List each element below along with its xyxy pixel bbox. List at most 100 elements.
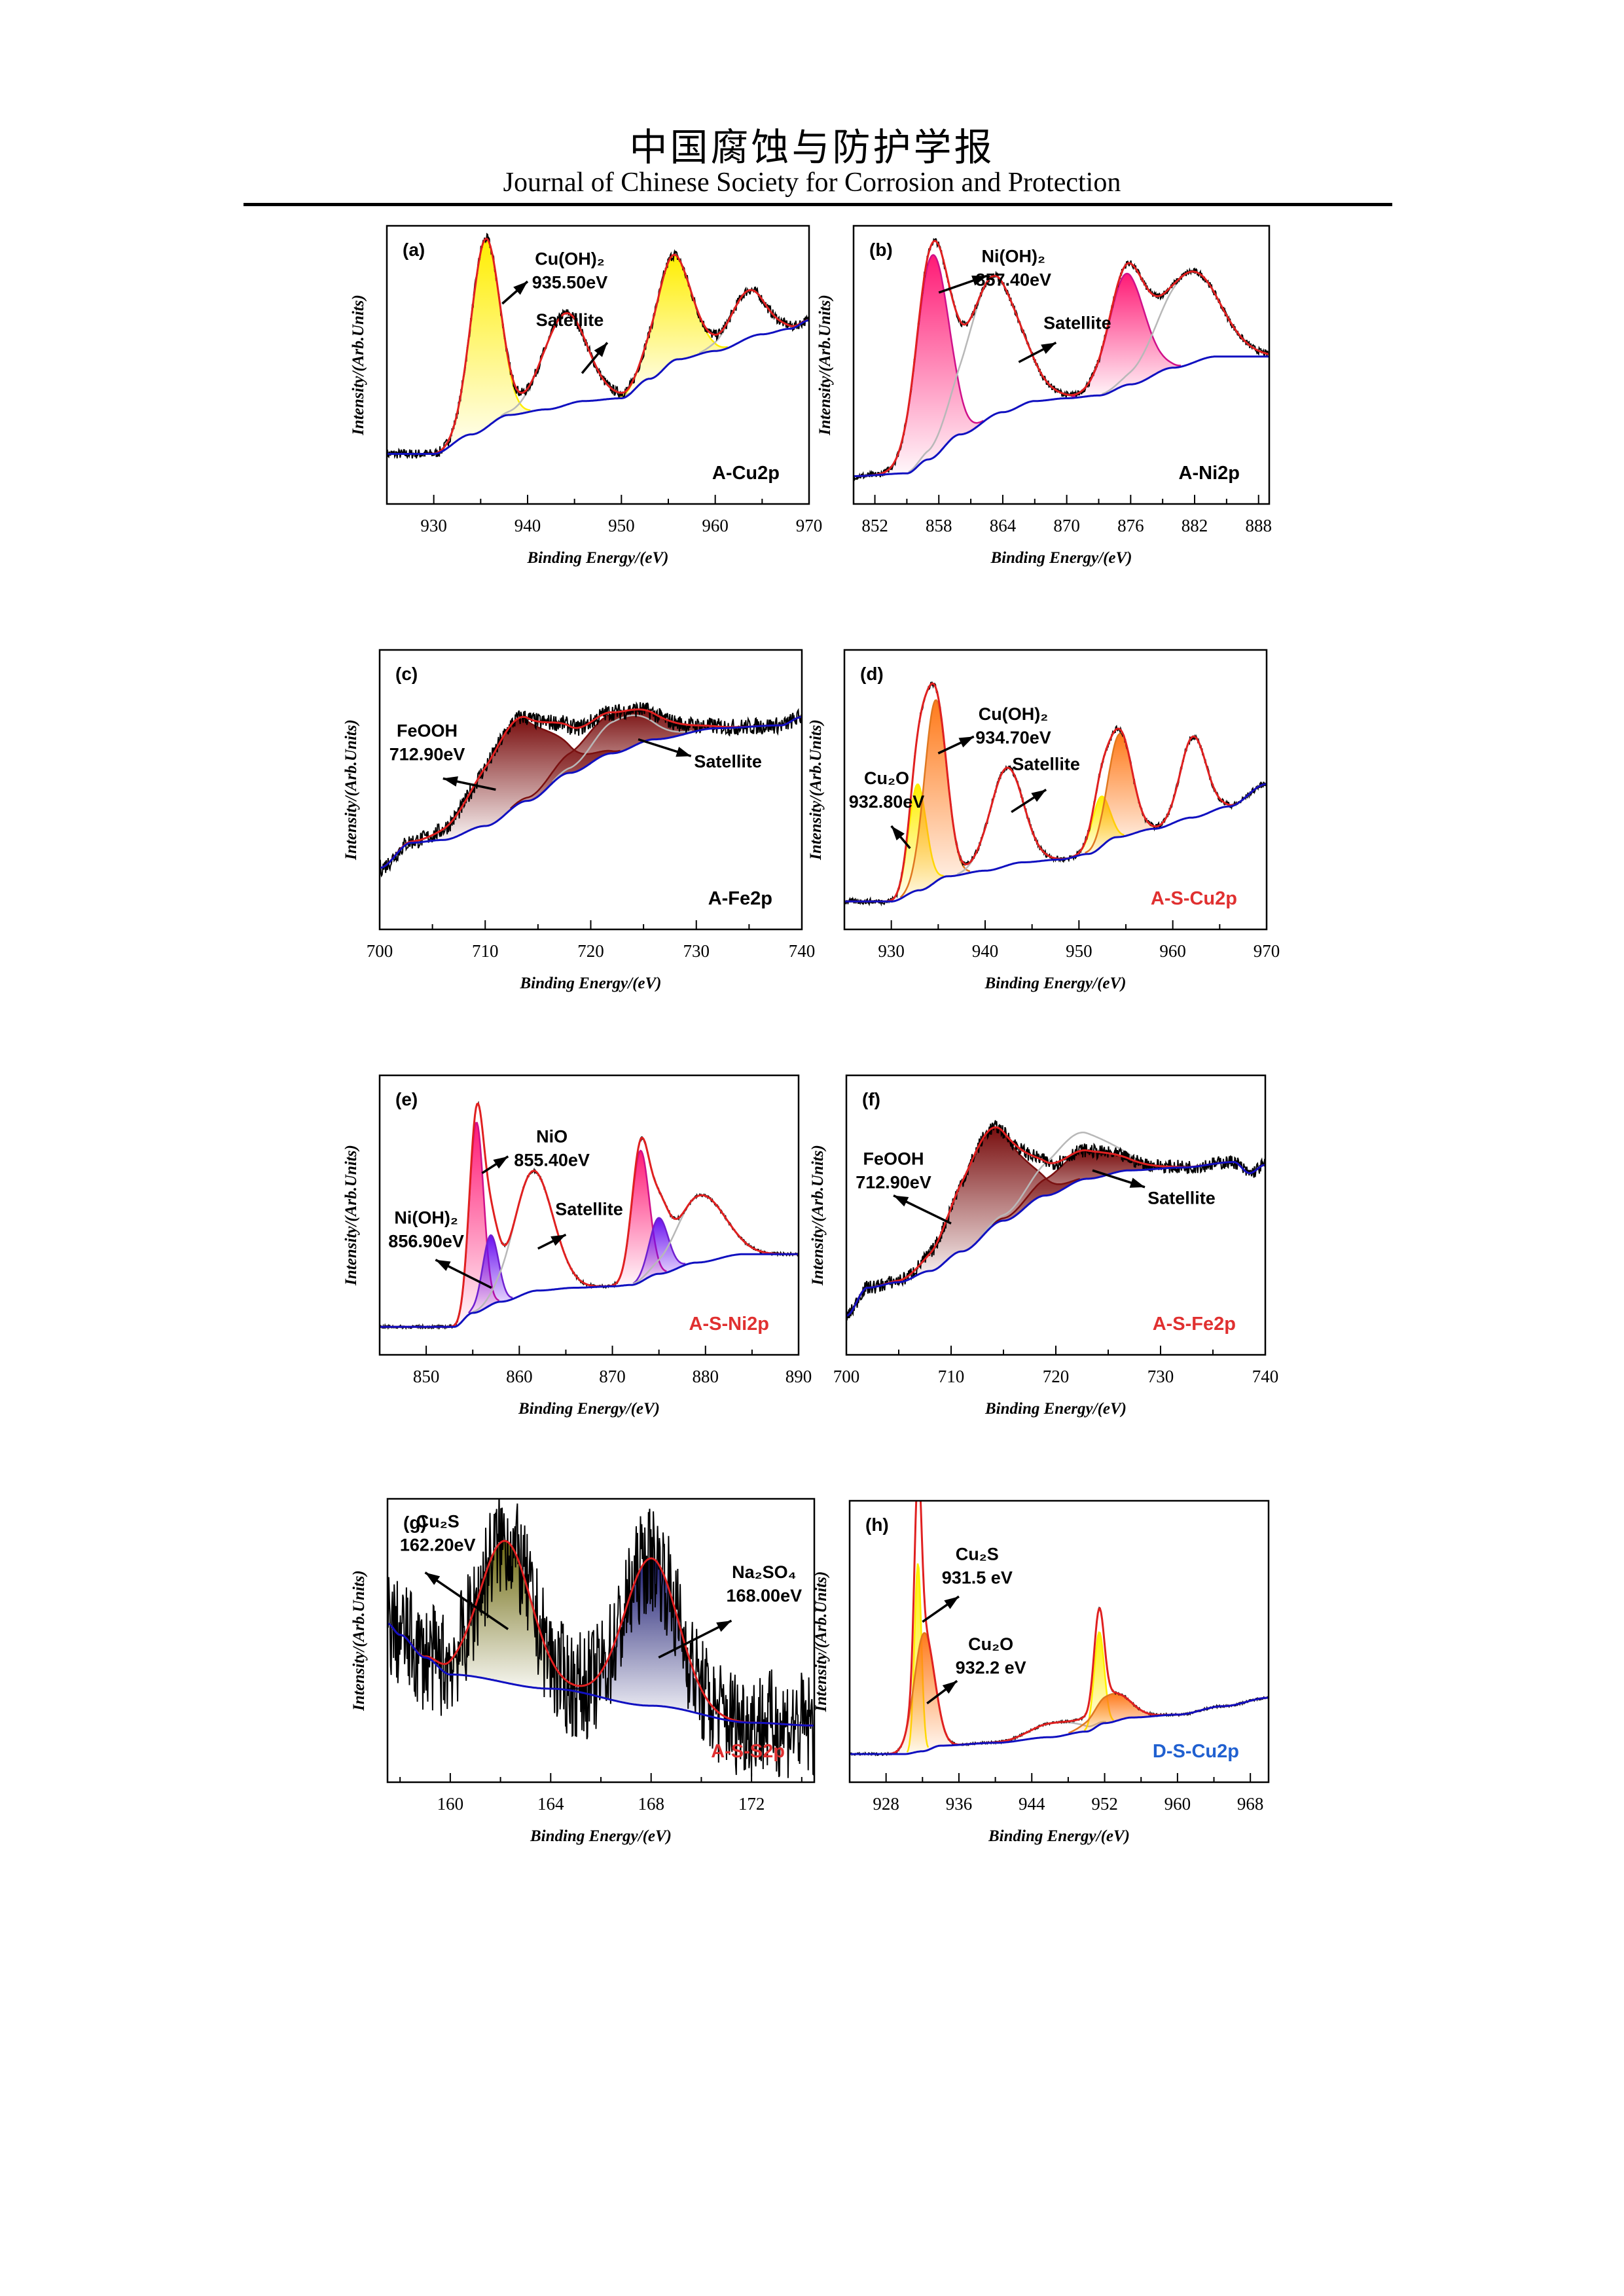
x-tick-label: 928 [873, 1794, 899, 1814]
x-tick-label: 850 [413, 1367, 440, 1386]
plot-area [388, 1499, 814, 1778]
arrow-head-icon [594, 342, 607, 357]
plot-frame [386, 224, 810, 505]
peak-annotation: Satellite [638, 738, 762, 771]
x-tick-label: 160 [437, 1794, 464, 1814]
annotation-text: NiO [536, 1126, 568, 1146]
x-tick-label: 870 [599, 1367, 626, 1386]
peak-annotation: NiO 855.40eV [481, 1126, 590, 1174]
x-tick-label: 740 [1252, 1367, 1279, 1386]
x-axis-title: Binding Energy/(eV) [530, 1827, 672, 1845]
peak-annotation: Cu(OH)₂ 935.50eV [501, 249, 608, 305]
x-tick-label: 720 [1043, 1367, 1070, 1386]
peak-annotation: FeOOH 712.90eV [856, 1149, 952, 1225]
y-axis-title: Intensity/(Arb.Units) [816, 295, 834, 436]
y-axis-title: Intensity/(Arb.Units) [809, 1145, 827, 1286]
panel-letter: (c) [395, 664, 418, 684]
x-tick-label: 700 [367, 941, 393, 961]
x-tick-label: 740 [789, 941, 816, 961]
peak-annotation: Satellite [1011, 755, 1080, 814]
annotation-text: 932.2 eV [956, 1658, 1026, 1677]
peak-annotation: Cu₂O 932.2 eV [926, 1634, 1026, 1705]
panel-e: 850 860 870 880 890 Binding Energy/(eV) Intens… [342, 1074, 812, 1418]
background-line [388, 1623, 814, 1727]
plot-frame [378, 649, 803, 931]
x-tick-label: 952 [1091, 1794, 1118, 1814]
x-tick-label: 864 [990, 516, 1017, 535]
annotation-text: Cu₂S [956, 1544, 999, 1564]
arrow-head-icon [944, 1596, 959, 1609]
x-tick-label: 858 [926, 516, 952, 535]
annotation-text: 857.40eV [975, 270, 1051, 289]
arrow-head-icon [513, 281, 528, 295]
x-tick-label: 960 [1164, 1794, 1191, 1814]
arrow-head-icon [716, 1621, 732, 1632]
sample-label: A-S-Ni2p [689, 1314, 769, 1335]
arrow-head-icon [442, 776, 458, 787]
x-tick-label: 880 [693, 1367, 719, 1386]
x-tick-label: 710 [938, 1367, 965, 1386]
sample-label: D-S-Cu2p [1153, 1741, 1239, 1762]
panel-letter: (a) [403, 240, 425, 260]
annotation-text: Cu₂S [416, 1511, 460, 1531]
peak-fill [895, 1128, 1080, 1283]
panel-g: 160 164 168 172 Binding Energy/(eV) Intensity… [350, 1498, 816, 1845]
peak-annotation: Cu₂S 931.5 eV [922, 1544, 1013, 1623]
arrow-head-icon [893, 1195, 909, 1207]
y-axis-title: Intensity/(Arb.Units) [342, 1145, 360, 1286]
x-tick-label: 890 [785, 1367, 812, 1386]
x-tick-label: 730 [1147, 1367, 1174, 1386]
y-axis-title: Intensity/(Arb.Units) [812, 1571, 830, 1713]
x-tick-label: 970 [1254, 941, 1280, 961]
annotation-text: Satellite [694, 751, 762, 771]
arrow-head-icon [1129, 1177, 1145, 1188]
journal-title-cn: 中国腐蚀与防护学报 [629, 125, 995, 170]
arrow-head-icon [676, 746, 691, 757]
peak-fill [894, 1633, 954, 1754]
plot-area [850, 1501, 1269, 1757]
peak-annotation: Satellite [537, 1200, 623, 1250]
annotation-text: Satellite [536, 310, 604, 330]
annotation-text: 931.5 eV [942, 1568, 1013, 1587]
journal-title-en: Journal of Chinese Society for Corrosion… [503, 168, 1121, 198]
arrow-head-icon [958, 736, 974, 747]
sample-label: A-S-Fe2p [1153, 1314, 1236, 1335]
panel-letter: (d) [860, 664, 884, 684]
x-tick-label: 950 [608, 516, 635, 535]
arrow-head-icon [1031, 789, 1047, 802]
plot-area [380, 701, 802, 878]
background-line [850, 1696, 1269, 1755]
x-tick-label: 944 [1019, 1794, 1045, 1814]
annotation-text: 935.50eV [532, 273, 608, 293]
x-axis-title: Binding Energy/(eV) [984, 1400, 1127, 1418]
x-tick-label: 860 [506, 1367, 533, 1386]
sample-label: A-Ni2p [1179, 463, 1240, 484]
background-line [380, 716, 802, 869]
panel-letter: (g) [403, 1513, 427, 1533]
panel-letter: (b) [869, 240, 893, 260]
peak-annotation: FeOOH 712.90eV [389, 721, 496, 791]
annotation-text: 168.00eV [726, 1586, 802, 1605]
annotation-text: 162.20eV [400, 1535, 476, 1554]
sample-label: A-Fe2p [708, 888, 772, 909]
annotation-text: Cu(OH)₂ [535, 249, 604, 269]
background-line [387, 319, 809, 455]
annotation-text: Satellite [1012, 755, 1080, 774]
plot-area [846, 1120, 1265, 1321]
panel-h: 928 936 944 952 960 968 Binding Energy/(eV) Int… [812, 1499, 1270, 1845]
annotation-text: 934.70eV [975, 728, 1051, 747]
arrow-head-icon [971, 276, 987, 286]
x-tick-label: 888 [1245, 516, 1272, 535]
peak-annotation: Cu₂S 162.20eV [400, 1511, 509, 1630]
background-line [846, 1160, 1265, 1317]
peak-annotation: Cu₂O 932.80eV [849, 768, 924, 850]
annotation-text: Cu₂O [864, 768, 909, 788]
peak-fill [881, 255, 984, 475]
raw-spectrum [846, 1120, 1265, 1321]
plot-frame [845, 1074, 1267, 1356]
plot-area [844, 681, 1267, 906]
y-axis-title: Intensity/(Arb.Units) [807, 719, 825, 861]
arrow-head-icon [891, 826, 905, 841]
arrow-head-icon [493, 1156, 509, 1169]
x-tick-label: 710 [472, 941, 499, 961]
